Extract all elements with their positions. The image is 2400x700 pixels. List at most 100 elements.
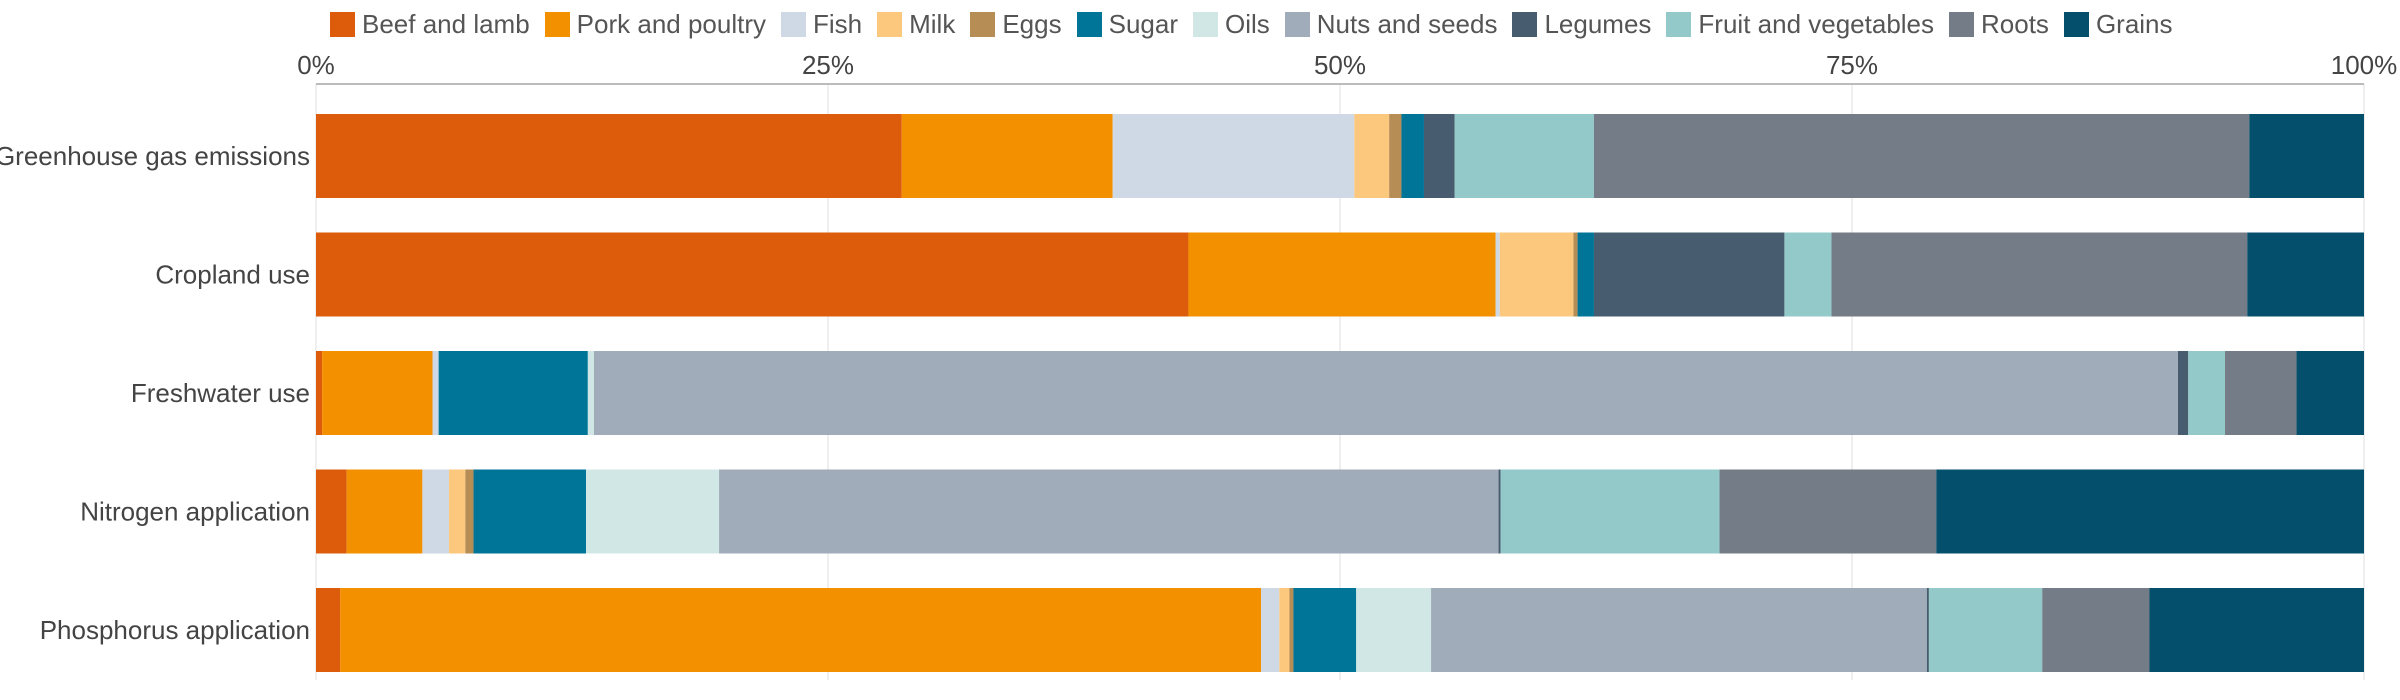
bar-segment [316, 469, 347, 554]
legend-item: Beef and lamb [330, 9, 530, 40]
bar-segment [586, 469, 720, 554]
bar-segment [346, 469, 423, 554]
legend-item: Oils [1193, 9, 1270, 40]
bar-segment [1936, 469, 2364, 554]
bar-segment [1454, 114, 1594, 198]
bar-segment [1401, 114, 1424, 198]
legend-item: Roots [1949, 9, 2049, 40]
bar-segment [901, 114, 1113, 198]
bar-segment [438, 351, 588, 435]
bar-segment [1293, 588, 1357, 672]
legend-swatch [544, 11, 570, 37]
bar-segment [316, 232, 1189, 317]
legend-item: Legumes [1512, 9, 1651, 40]
legend-swatch [2063, 11, 2089, 37]
bar-segment [1289, 588, 1294, 672]
bars [316, 114, 2364, 672]
bar-segment [422, 469, 449, 554]
legend-item: Milk [877, 9, 955, 40]
legend-label: Nuts and seeds [1316, 8, 1498, 39]
legend-item: Sugar [1076, 8, 1178, 40]
bar-segment [1279, 588, 1290, 672]
legend-swatch [781, 11, 806, 37]
bar-segment [316, 588, 341, 672]
legend-swatch [1666, 11, 1692, 37]
bar-segment [1719, 469, 1937, 554]
category-label: Nitrogen application [80, 497, 310, 527]
bar-segment [587, 351, 594, 435]
legend-swatch [1076, 11, 1102, 37]
legend-swatch [1284, 11, 1310, 37]
bar-segment [1573, 232, 1578, 317]
bar-segment [1356, 588, 1432, 672]
bar-segment [1389, 114, 1402, 198]
x-tick-label: 50% [1314, 50, 1366, 80]
category-label: Greenhouse gas emissions [0, 141, 310, 171]
legend-label: Sugar [1108, 8, 1178, 39]
bar-segment [1500, 469, 1720, 554]
bar-segment [2149, 588, 2364, 672]
bar-segment [1928, 588, 2043, 672]
legend-swatch [330, 11, 355, 37]
bar-segment [1831, 232, 2248, 317]
legend-label: Fish [813, 8, 863, 39]
x-tick-label: 0% [297, 50, 335, 80]
legend-item: Grains [2063, 8, 2173, 40]
bar-segment [1593, 114, 2250, 198]
bar-segment [322, 351, 433, 435]
legend-label: Beef and lamb [362, 8, 530, 39]
bar-segment [316, 351, 323, 435]
x-axis: 0% 25% 50% 75% 100% [297, 50, 2398, 85]
bar-segment [340, 588, 1262, 672]
bar-segment [1926, 588, 1929, 672]
x-tick-label: 100% [2331, 50, 2398, 80]
x-tick-label: 75% [1826, 50, 1878, 80]
bar-segment [2247, 232, 2364, 317]
legend-swatch [1512, 11, 1538, 37]
legend-item: Pork and poultry [544, 8, 766, 40]
category-label: Freshwater use [131, 378, 310, 408]
legend-label: Legumes [1544, 8, 1652, 39]
bar-segment [1188, 232, 1496, 317]
legend-label: Roots [1981, 8, 2049, 39]
category-label: Phosphorus application [40, 615, 310, 645]
legend: Beef and lamb Pork and poultry Fish Milk Egg… [330, 6, 2188, 42]
bar-segment [1423, 114, 1455, 198]
bar-segment [1495, 232, 1500, 317]
bar-segment [316, 114, 902, 198]
legend-swatch [970, 11, 996, 37]
bar-segment [1112, 114, 1355, 198]
legend-label: Milk [909, 8, 956, 39]
legend-item: Fruit and vegetables [1666, 9, 1934, 40]
bar-segment [1784, 232, 1832, 317]
bar-segment [2188, 351, 2226, 435]
bar-segment [1261, 588, 1280, 672]
legend-label: Grains [2095, 8, 2173, 39]
bar-segment [1593, 232, 1785, 317]
x-tick-label: 25% [802, 50, 854, 80]
bar-segment [1354, 114, 1390, 198]
legend-label: Pork and poultry [576, 8, 766, 39]
bar-segment [448, 469, 466, 554]
category-label: Cropland use [155, 260, 310, 290]
bar-segment [1577, 232, 1594, 317]
legend-item: Nuts and seeds [1284, 8, 1498, 40]
bar-segment [2178, 351, 2189, 435]
legend-swatch [1949, 11, 1975, 37]
bar-segment [1498, 469, 1501, 554]
legend-label: Fruit and vegetables [1698, 8, 1935, 39]
category-labels: Greenhouse gas emissions Cropland use Fres… [0, 141, 310, 645]
bar-segment [1431, 588, 1927, 672]
bar-segment [2225, 351, 2297, 435]
bar-segment [593, 351, 2179, 435]
bar-segment [719, 469, 1499, 554]
bar-segment [2249, 114, 2364, 198]
bar-segment [2296, 351, 2364, 435]
bar-segment [2042, 588, 2150, 672]
legend-item: Fish [781, 9, 862, 40]
legend-swatch [1193, 11, 1218, 37]
legend-label: Oils [1225, 8, 1270, 39]
bar-segment [473, 469, 587, 554]
legend-swatch [877, 11, 903, 37]
